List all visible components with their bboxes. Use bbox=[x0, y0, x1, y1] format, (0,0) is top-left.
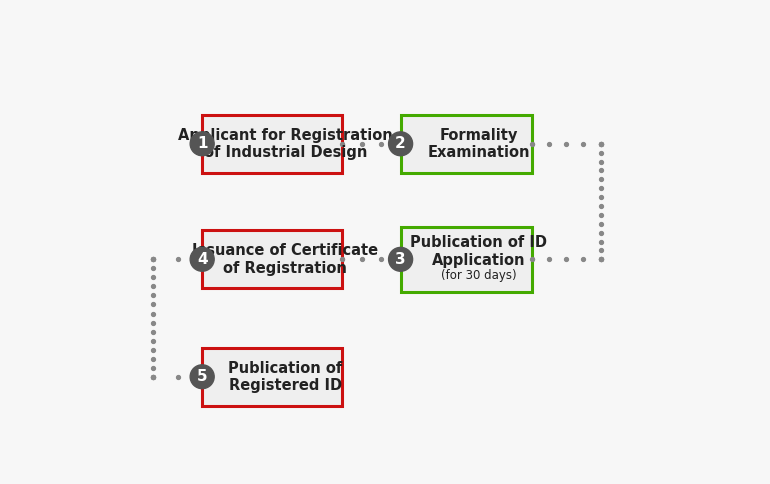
Ellipse shape bbox=[389, 132, 413, 156]
Text: Formality
Examination: Formality Examination bbox=[427, 128, 530, 160]
Ellipse shape bbox=[190, 247, 214, 271]
Ellipse shape bbox=[190, 132, 214, 156]
Text: 1: 1 bbox=[197, 136, 207, 151]
FancyBboxPatch shape bbox=[400, 227, 532, 292]
FancyBboxPatch shape bbox=[400, 115, 532, 173]
Text: 3: 3 bbox=[395, 252, 406, 267]
Text: Publication of ID
Application: Publication of ID Application bbox=[410, 235, 547, 268]
Text: 5: 5 bbox=[197, 369, 207, 384]
Text: Publication of
Registered ID: Publication of Registered ID bbox=[228, 361, 343, 393]
FancyBboxPatch shape bbox=[203, 348, 343, 406]
FancyBboxPatch shape bbox=[203, 230, 343, 288]
Text: (for 30 days): (for 30 days) bbox=[441, 269, 517, 282]
Ellipse shape bbox=[389, 247, 413, 271]
Ellipse shape bbox=[190, 365, 214, 389]
Text: Applicant for Registration
of Industrial Design: Applicant for Registration of Industrial… bbox=[178, 128, 393, 160]
Text: 2: 2 bbox=[395, 136, 406, 151]
FancyBboxPatch shape bbox=[203, 115, 343, 173]
Text: Issuance of Certificate
of Registration: Issuance of Certificate of Registration bbox=[192, 243, 378, 275]
Text: 4: 4 bbox=[197, 252, 207, 267]
